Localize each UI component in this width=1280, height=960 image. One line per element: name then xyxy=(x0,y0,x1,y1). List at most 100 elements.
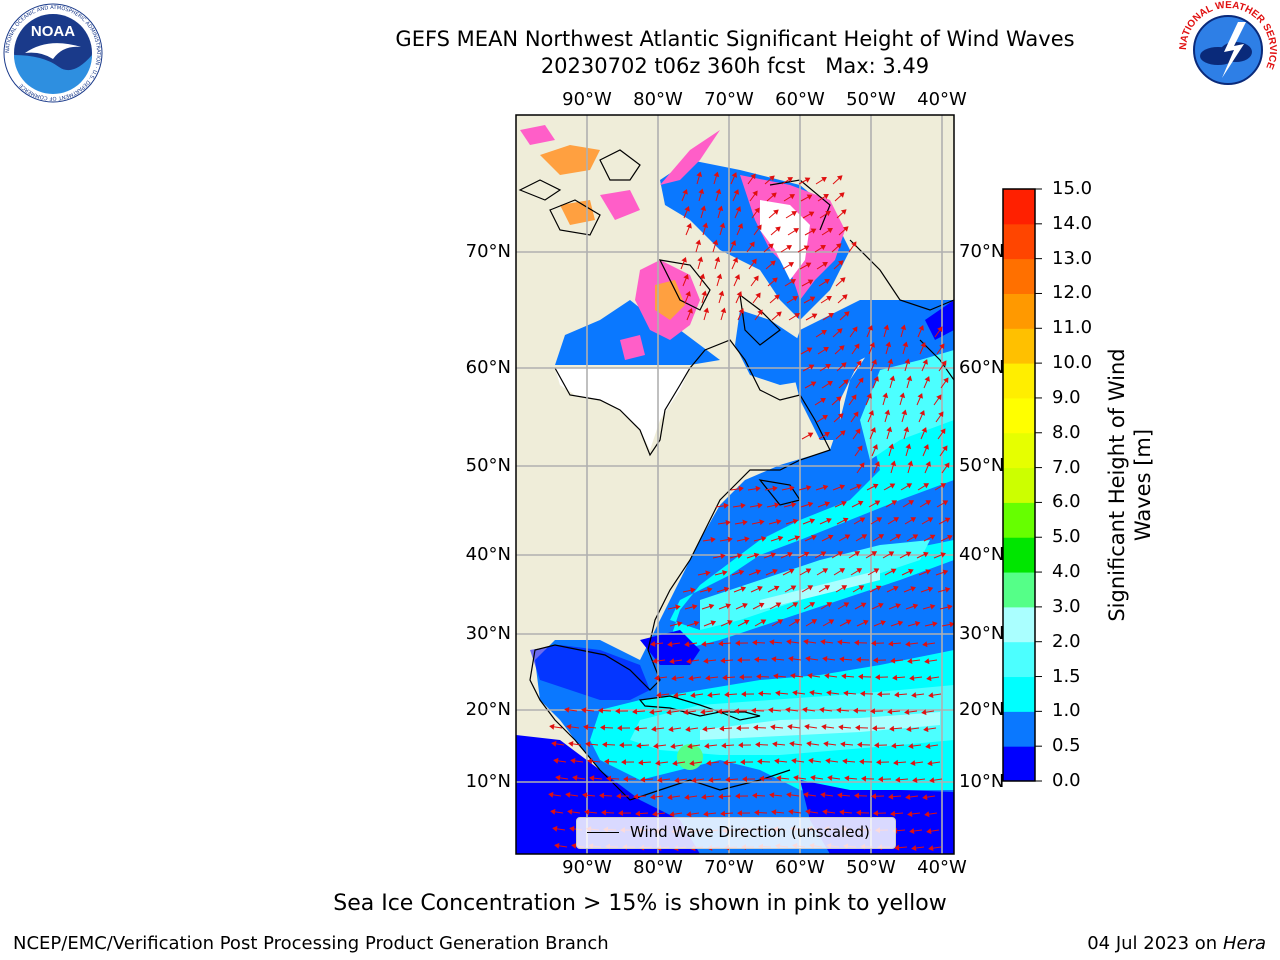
wind-wave-arrowhead xyxy=(712,239,719,246)
wind-wave-arrowhead xyxy=(714,256,721,263)
wind-wave-arrowhead xyxy=(807,432,814,438)
wind-wave-arrowhead xyxy=(919,410,925,416)
wind-wave-arrowhead xyxy=(710,620,717,626)
wind-wave-arrowhead xyxy=(856,360,862,367)
wind-wave-arrowhead xyxy=(755,569,762,575)
wind-wave-arrowhead xyxy=(820,551,827,557)
wind-wave-arrowhead xyxy=(855,724,861,731)
wind-wave-arrowhead xyxy=(840,209,847,215)
wind-wave-arrowhead xyxy=(823,741,829,747)
wind-wave-arrowhead xyxy=(922,359,928,365)
wind-wave-arrowhead xyxy=(809,689,815,696)
wind-wave-arrowhead xyxy=(703,307,710,314)
wind-wave-arrowhead xyxy=(741,691,746,698)
wind-wave-arrowhead xyxy=(869,342,875,348)
wind-wave-arrowhead xyxy=(863,619,869,626)
wind-wave-arrowhead xyxy=(550,808,556,815)
wind-wave-arrowhead xyxy=(755,292,761,299)
wind-wave-arrowhead xyxy=(725,603,732,609)
wind-wave-arrowhead xyxy=(756,224,762,231)
wind-wave-arrowhead xyxy=(895,776,901,783)
wind-wave-arrowhead xyxy=(737,553,743,559)
colorbar-label: 12.0 xyxy=(1052,282,1093,304)
wind-wave-arrowhead xyxy=(878,534,885,540)
wind-wave-arrowhead xyxy=(866,393,872,399)
wind-wave-arrowhead xyxy=(851,394,857,401)
green-patch xyxy=(677,744,703,770)
lon-tick-bottom: 80°W xyxy=(633,857,683,878)
wind-wave-arrowhead xyxy=(723,586,730,593)
wind-wave-arrowhead xyxy=(890,568,897,574)
wind-wave-arrowhead xyxy=(827,775,833,781)
wind-wave-arrowhead xyxy=(875,585,882,591)
wind-wave-arrowhead xyxy=(737,810,742,817)
wind-wave-arrowhead xyxy=(757,502,763,509)
wind-wave-arrowhead xyxy=(757,758,763,765)
wind-wave-arrowhead xyxy=(772,741,778,748)
wind-wave-arrowhead xyxy=(570,757,576,764)
wind-wave-arrowhead xyxy=(776,775,782,782)
wind-wave-arrowhead xyxy=(821,724,827,730)
wind-wave-arrowhead xyxy=(857,741,863,748)
lat-tick-left: 40°N xyxy=(465,544,511,565)
wind-wave-arrowhead xyxy=(686,223,692,229)
wind-wave-arrowhead xyxy=(936,394,942,401)
legend-line-swatch xyxy=(587,832,619,833)
lon-tick-bottom: 50°W xyxy=(846,857,896,878)
wind-wave-arrowhead xyxy=(857,500,864,506)
wind-wave-arrowhead xyxy=(923,726,929,733)
wind-wave-arrowhead xyxy=(841,673,847,680)
wind-wave-arrowhead xyxy=(929,534,936,540)
wind-wave-arrowhead xyxy=(790,279,797,285)
wind-wave-arrowhead xyxy=(873,568,880,574)
wind-wave-arrowhead xyxy=(870,708,876,715)
wind-wave-arrowhead xyxy=(554,842,560,849)
wind-wave-arrowhead xyxy=(667,641,673,648)
wind-wave-arrowhead xyxy=(572,774,578,781)
colorbar-label: 6.0 xyxy=(1052,491,1081,513)
wind-wave-arrowhead xyxy=(690,587,696,594)
wind-wave-arrowhead xyxy=(773,209,779,215)
wind-wave-arrowhead xyxy=(749,241,755,248)
wind-wave-arrowhead xyxy=(855,428,861,435)
wind-wave-arrowhead xyxy=(707,692,713,698)
wind-wave-arrowhead xyxy=(738,742,743,749)
lat-tick-left: 30°N xyxy=(465,623,511,644)
wind-wave-arrowhead xyxy=(826,517,832,524)
lat-tick-right: 40°N xyxy=(959,544,1005,565)
wind-wave-arrowhead xyxy=(887,708,893,715)
wind-wave-arrowhead xyxy=(837,792,843,799)
lat-tick-left: 20°N xyxy=(465,699,511,720)
wind-wave-arrowhead xyxy=(789,740,795,747)
colorbar-label: 1.5 xyxy=(1052,665,1081,687)
wind-wave-arrowhead xyxy=(788,808,794,815)
wind-wave-arrowhead xyxy=(809,602,816,608)
wind-wave-arrowhead xyxy=(569,825,575,832)
colorbar-label: 4.0 xyxy=(1052,561,1081,583)
wind-wave-arrowhead xyxy=(824,673,830,679)
credit-date: 04 Jul 2023 on xyxy=(1087,933,1223,954)
wind-wave-arrowhead xyxy=(740,502,746,509)
nws-logo: NATIONAL WEATHER SERVICE xyxy=(1178,0,1278,99)
chart-subtitle: 20230702 t06z 360h fcst Max: 3.49 xyxy=(540,54,930,78)
wave-band-0-0 xyxy=(530,645,650,700)
wind-wave-arrowhead xyxy=(732,257,739,263)
wind-wave-arrowhead xyxy=(807,585,814,591)
wind-wave-arrowhead xyxy=(888,551,895,557)
lat-tick-right: 10°N xyxy=(959,771,1005,792)
wind-wave-arrowhead xyxy=(918,325,924,331)
colorbar-label: 1.0 xyxy=(1052,700,1081,722)
wind-wave-arrowhead xyxy=(769,175,775,181)
wind-wave-arrowhead xyxy=(655,760,661,766)
wind-wave-arrowhead xyxy=(859,517,866,523)
wind-wave-arrowhead xyxy=(810,381,817,387)
wind-wave-arrowhead xyxy=(904,358,911,365)
wind-wave-arrowhead xyxy=(905,551,912,557)
wind-wave-arrowhead xyxy=(820,245,826,251)
wind-wave-arrowhead xyxy=(910,760,916,766)
wind-wave-arrowhead xyxy=(719,725,725,732)
wind-wave-arrowhead xyxy=(803,791,809,798)
wind-wave-arrowhead xyxy=(686,811,692,818)
wind-wave-arrowhead xyxy=(720,810,726,817)
